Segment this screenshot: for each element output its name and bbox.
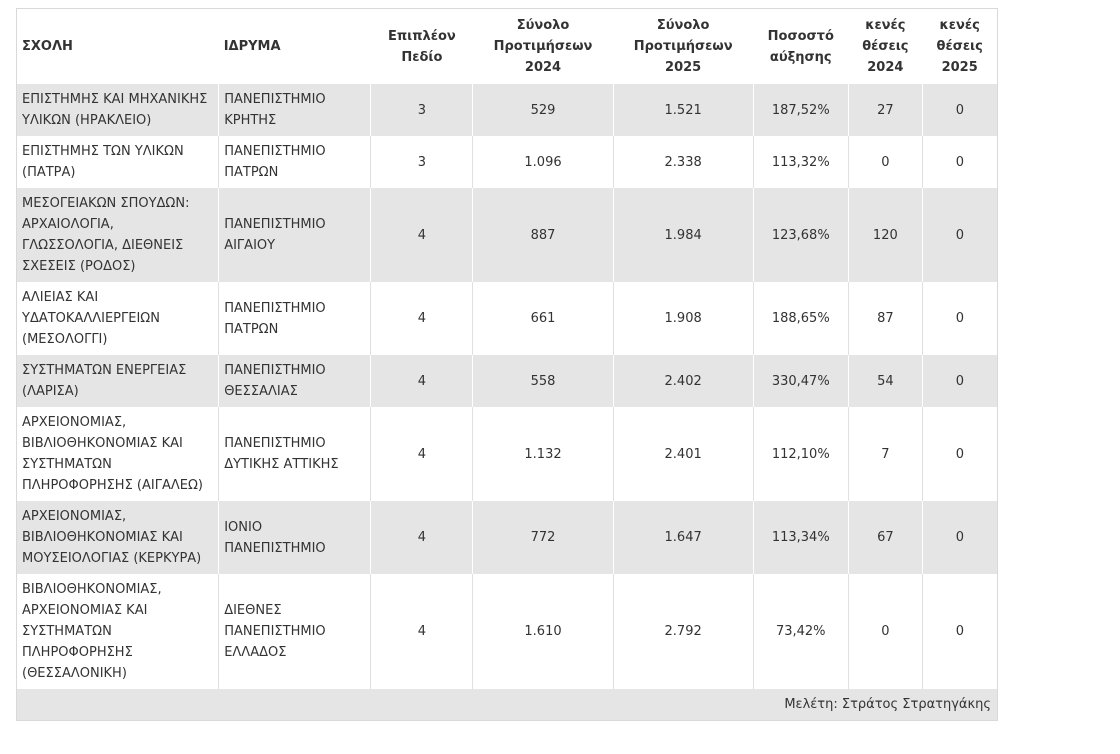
cell-total-2025: 1.984 — [612, 188, 754, 282]
cell-total-2025: 2.402 — [612, 355, 754, 407]
header-increase-percent: Ποσοστό αύξησης — [767, 28, 834, 65]
cell-increase-percent: 188,65% — [752, 282, 849, 355]
table-row: ΑΡΧΕΙΟΝΟΜΙΑΣ, ΒΙΒΛΙΟΘΗΚΟΝΟΜΙΑΣ ΚΑΙ ΜΟΥΣΕ… — [16, 501, 998, 574]
cell-total-2024: 772 — [472, 501, 614, 574]
cell-extra-field: 4 — [370, 574, 473, 689]
cell-institution: ΠΑΝΕΠΙΣΤΗΜΙΟ ΚΡΗΤΗΣ — [218, 84, 371, 136]
cell-vacancies-2025: 0 — [921, 84, 998, 136]
cell-extra-field: 3 — [370, 84, 473, 136]
cell-vacancies-2025: 0 — [921, 355, 998, 407]
cell-vacancies-2025: 0 — [921, 188, 998, 282]
table-row: ΕΠΙΣΤΗΜΗΣ ΤΩΝ ΥΛΙΚΩΝ (ΠΑΤΡΑ) ΠΑΝΕΠΙΣΤΗΜΙ… — [16, 136, 998, 188]
cell-extra-field: 4 — [370, 188, 473, 282]
cell-total-2025: 1.521 — [612, 84, 754, 136]
cell-school: ΒΙΒΛΙΟΘΗΚΟΝΟΜΙΑΣ, ΑΡΧΕΙΟΝΟΜΙΑΣ ΚΑΙ ΣΥΣΤΗ… — [16, 574, 219, 689]
table-row: ΣΥΣΤΗΜΑΤΩΝ ΕΝΕΡΓΕΙΑΣ (ΛΑΡΙΣΑ) ΠΑΝΕΠΙΣΤΗΜ… — [16, 355, 998, 407]
header-total-2024: Σύνολο Προτιμήσεων 2024 — [493, 18, 593, 75]
cell-increase-percent: 112,10% — [752, 407, 849, 501]
header-school: ΣΧΟΛΗ — [22, 39, 73, 54]
cell-total-2024: 1.096 — [472, 136, 614, 188]
cell-vacancies-2024: 67 — [847, 501, 923, 574]
header-vacancies-2025: κενές θέσεις 2025 — [936, 18, 983, 75]
study-credit: Μελέτη: Στράτος Στρατηγάκης — [16, 689, 998, 721]
header-extra-field: Επιπλέον Πεδίο — [388, 28, 456, 65]
cell-school: ΑΛΙΕΙΑΣ ΚΑΙ ΥΔΑΤΟΚΑΛΛΙΕΡΓΕΙΩΝ (ΜΕΣΟΛΟΓΓΙ… — [16, 282, 219, 355]
header-row: ΣΧΟΛΗ ΙΔΡΥΜΑ Επιπλέον Πεδίο Σύνολο Προτι… — [17, 9, 998, 85]
cell-institution: ΙΟΝΙΟ ΠΑΝΕΠΙΣΤΗΜΙΟ — [218, 501, 371, 574]
cell-institution: ΔΙΕΘΝΕΣ ΠΑΝΕΠΙΣΤΗΜΙΟ ΕΛΛΑΔΟΣ — [218, 574, 371, 689]
cell-total-2025: 2.401 — [612, 407, 754, 501]
cell-total-2025: 2.338 — [612, 136, 754, 188]
cell-total-2024: 887 — [472, 188, 614, 282]
cell-extra-field: 4 — [370, 282, 473, 355]
table-footer: Μελέτη: Στράτος Στρατηγάκης — [16, 689, 998, 721]
table-row: ΒΙΒΛΙΟΘΗΚΟΝΟΜΙΑΣ, ΑΡΧΕΙΟΝΟΜΙΑΣ ΚΑΙ ΣΥΣΤΗ… — [16, 574, 998, 689]
cell-increase-percent: 187,52% — [752, 84, 849, 136]
cell-school: ΑΡΧΕΙΟΝΟΜΙΑΣ, ΒΙΒΛΙΟΘΗΚΟΝΟΜΙΑΣ ΚΑΙ ΜΟΥΣΕ… — [16, 501, 219, 574]
cell-vacancies-2024: 7 — [847, 407, 923, 501]
cell-total-2025: 1.647 — [612, 501, 754, 574]
cell-vacancies-2025: 0 — [921, 136, 998, 188]
cell-total-2024: 1.132 — [472, 407, 614, 501]
cell-total-2025: 1.908 — [612, 282, 754, 355]
cell-vacancies-2024: 0 — [847, 574, 923, 689]
cell-extra-field: 3 — [370, 136, 473, 188]
cell-increase-percent: 330,47% — [752, 355, 849, 407]
cell-extra-field: 4 — [370, 355, 473, 407]
cell-vacancies-2025: 0 — [921, 574, 998, 689]
cell-school: ΣΥΣΤΗΜΑΤΩΝ ΕΝΕΡΓΕΙΑΣ (ΛΑΡΙΣΑ) — [16, 355, 219, 407]
cell-increase-percent: 123,68% — [752, 188, 849, 282]
cell-vacancies-2024: 0 — [847, 136, 923, 188]
table-row: ΜΕΣΟΓΕΙΑΚΩΝ ΣΠΟΥΔΩΝ: ΑΡΧΑΙΟΛΟΓΙΑ, ΓΛΩΣΣΟ… — [16, 188, 998, 282]
cell-vacancies-2024: 27 — [847, 84, 923, 136]
cell-institution: ΠΑΝΕΠΙΣΤΗΜΙΟ ΠΑΤΡΩΝ — [218, 136, 371, 188]
cell-extra-field: 4 — [370, 407, 473, 501]
cell-school: ΑΡΧΕΙΟΝΟΜΙΑΣ, ΒΙΒΛΙΟΘΗΚΟΝΟΜΙΑΣ ΚΑΙ ΣΥΣΤΗ… — [16, 407, 219, 501]
table-container: ΣΧΟΛΗ ΙΔΡΥΜΑ Επιπλέον Πεδίο Σύνολο Προτι… — [16, 8, 998, 721]
cell-total-2024: 529 — [472, 84, 614, 136]
cell-vacancies-2025: 0 — [921, 407, 998, 501]
cell-total-2024: 1.610 — [472, 574, 614, 689]
cell-total-2024: 661 — [472, 282, 614, 355]
preferences-table: ΣΧΟΛΗ ΙΔΡΥΜΑ Επιπλέον Πεδίο Σύνολο Προτι… — [16, 8, 998, 721]
cell-institution: ΠΑΝΕΠΙΣΤΗΜΙΟ ΑΙΓΑΙΟΥ — [218, 188, 371, 282]
cell-increase-percent: 73,42% — [752, 574, 849, 689]
cell-institution: ΠΑΝΕΠΙΣΤΗΜΙΟ ΔΥΤΙΚΗΣ ΑΤΤΙΚΗΣ — [218, 407, 371, 501]
table-row: ΑΡΧΕΙΟΝΟΜΙΑΣ, ΒΙΒΛΙΟΘΗΚΟΝΟΜΙΑΣ ΚΑΙ ΣΥΣΤΗ… — [16, 407, 998, 501]
header-institution: ΙΔΡΥΜΑ — [223, 39, 281, 54]
cell-school: ΜΕΣΟΓΕΙΑΚΩΝ ΣΠΟΥΔΩΝ: ΑΡΧΑΙΟΛΟΓΙΑ, ΓΛΩΣΣΟ… — [16, 188, 219, 282]
cell-increase-percent: 113,34% — [752, 501, 849, 574]
table-row: ΑΛΙΕΙΑΣ ΚΑΙ ΥΔΑΤΟΚΑΛΛΙΕΡΓΕΙΩΝ (ΜΕΣΟΛΟΓΓΙ… — [16, 282, 998, 355]
cell-vacancies-2025: 0 — [921, 501, 998, 574]
cell-institution: ΠΑΝΕΠΙΣΤΗΜΙΟ ΘΕΣΣΑΛΙΑΣ — [218, 355, 371, 407]
cell-extra-field: 4 — [370, 501, 473, 574]
cell-vacancies-2025: 0 — [921, 282, 998, 355]
table-row: ΕΠΙΣΤΗΜΗΣ ΚΑΙ ΜΗΧΑΝΙΚΗΣ ΥΛΙΚΩΝ (ΗΡΑΚΛΕΙΟ… — [16, 84, 998, 136]
cell-total-2025: 2.792 — [612, 574, 754, 689]
table-body: ΕΠΙΣΤΗΜΗΣ ΚΑΙ ΜΗΧΑΝΙΚΗΣ ΥΛΙΚΩΝ (ΗΡΑΚΛΕΙΟ… — [16, 84, 998, 689]
header-vacancies-2024: κενές θέσεις 2024 — [862, 18, 909, 75]
table-header: ΣΧΟΛΗ ΙΔΡΥΜΑ Επιπλέον Πεδίο Σύνολο Προτι… — [17, 9, 998, 85]
cell-school: ΕΠΙΣΤΗΜΗΣ ΚΑΙ ΜΗΧΑΝΙΚΗΣ ΥΛΙΚΩΝ (ΗΡΑΚΛΕΙΟ… — [16, 84, 219, 136]
cell-increase-percent: 113,32% — [752, 136, 849, 188]
cell-total-2024: 558 — [472, 355, 614, 407]
cell-vacancies-2024: 54 — [847, 355, 923, 407]
cell-institution: ΠΑΝΕΠΙΣΤΗΜΙΟ ΠΑΤΡΩΝ — [218, 282, 371, 355]
cell-school: ΕΠΙΣΤΗΜΗΣ ΤΩΝ ΥΛΙΚΩΝ (ΠΑΤΡΑ) — [16, 136, 219, 188]
cell-vacancies-2024: 87 — [847, 282, 923, 355]
header-total-2025: Σύνολο Προτιμήσεων 2025 — [633, 18, 733, 75]
cell-vacancies-2024: 120 — [847, 188, 923, 282]
footer-row: Μελέτη: Στράτος Στρατηγάκης — [16, 689, 998, 721]
